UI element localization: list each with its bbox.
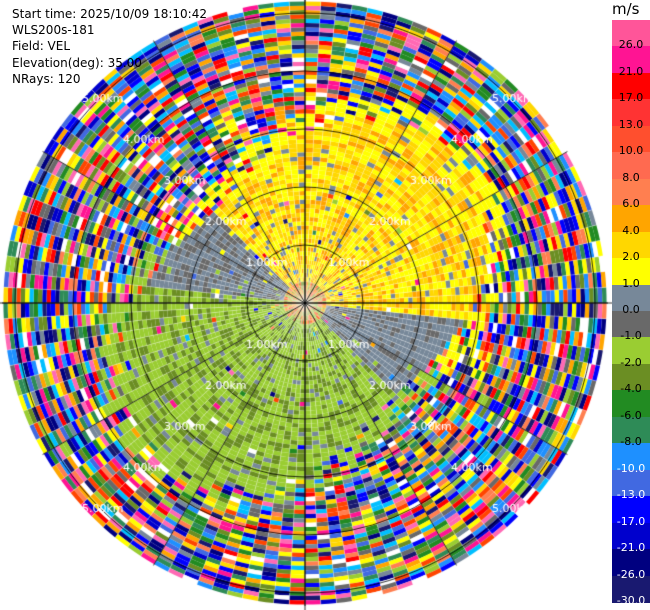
colorbar-segment xyxy=(612,20,650,48)
colorbar-tick-label: 10.0 xyxy=(618,144,644,158)
colorbar-tick-label: 17.0 xyxy=(618,91,644,105)
ppi-radar-plot xyxy=(0,0,612,610)
colorbar-tick-label: 26.0 xyxy=(618,38,644,52)
colorbar-tick-label: -1.0 xyxy=(620,329,642,343)
colorbar-segment xyxy=(612,416,650,444)
station-label: WLS200s-181 xyxy=(12,23,95,38)
colorbar-segment xyxy=(612,72,650,100)
colorbar-tick-label: -21.0 xyxy=(616,541,646,555)
colorbar-tick-label: 8.0 xyxy=(622,170,640,184)
colorbar-segment xyxy=(612,575,650,603)
colorbar-segment xyxy=(612,231,650,259)
colorbar-segment xyxy=(612,258,650,286)
colorbar-segment xyxy=(612,522,650,550)
colorbar-segment xyxy=(612,46,650,74)
colorbar-tick-label: -6.0 xyxy=(620,408,642,422)
colorbar-segment xyxy=(612,284,650,312)
nrays-label: NRays: 120 xyxy=(12,71,81,86)
colorbar-tick-label: -13.0 xyxy=(616,488,646,502)
colorbar-segment xyxy=(612,363,650,391)
colorbar-tick-label: 13.0 xyxy=(618,117,644,131)
colorbar-segment xyxy=(612,178,650,206)
colorbar-tick-label: 4.0 xyxy=(622,223,640,237)
colorbar-tick-label: -30.0 xyxy=(616,594,646,607)
colorbar-tick-label: -10.0 xyxy=(616,461,646,475)
colorbar-tick-label: 2.0 xyxy=(622,250,640,264)
colorbar-tick-label: 1.0 xyxy=(622,276,640,290)
colorbar-segment xyxy=(612,443,650,471)
field-label: Field: VEL xyxy=(12,39,71,54)
colorbar-tick-label: -2.0 xyxy=(620,355,642,369)
colorbar-segment xyxy=(612,549,650,577)
velocity-colorbar: 26.0 21.0 17.0 13.0 10.0 8.0 6.0 4.0 2.0 1.0 0.0 -1… xyxy=(612,20,650,607)
colorbar-tick-label: -26.0 xyxy=(616,567,646,581)
colorbar-segment xyxy=(612,205,650,233)
colorbar-tick-label: -8.0 xyxy=(620,435,642,449)
colorbar-segment xyxy=(612,337,650,365)
colorbar-tick-label: 6.0 xyxy=(622,197,640,211)
colorbar-tick-label: -4.0 xyxy=(620,382,642,396)
colorbar-tick-label: 0.0 xyxy=(622,303,640,316)
colorbar-segment xyxy=(612,496,650,524)
elevation-label: Elevation(deg): 35.00 xyxy=(12,55,142,70)
colorbar-segment xyxy=(612,390,650,418)
colorbar-tick-label: 21.0 xyxy=(618,64,644,78)
colorbar-segment xyxy=(612,469,650,497)
colorbar-segment xyxy=(612,152,650,180)
colorbar-segment xyxy=(612,311,650,339)
colorbar-segment xyxy=(612,125,650,153)
scan-info: Start time: 2025/10/09 18:10:42 WLS200s-… xyxy=(12,6,207,87)
colorbar-segment xyxy=(612,99,650,127)
colorbar-unit: m/s xyxy=(612,0,640,18)
colorbar-tick-label: -17.0 xyxy=(616,514,646,528)
start-time-label: Start time: 2025/10/09 18:10:42 xyxy=(12,7,207,21)
